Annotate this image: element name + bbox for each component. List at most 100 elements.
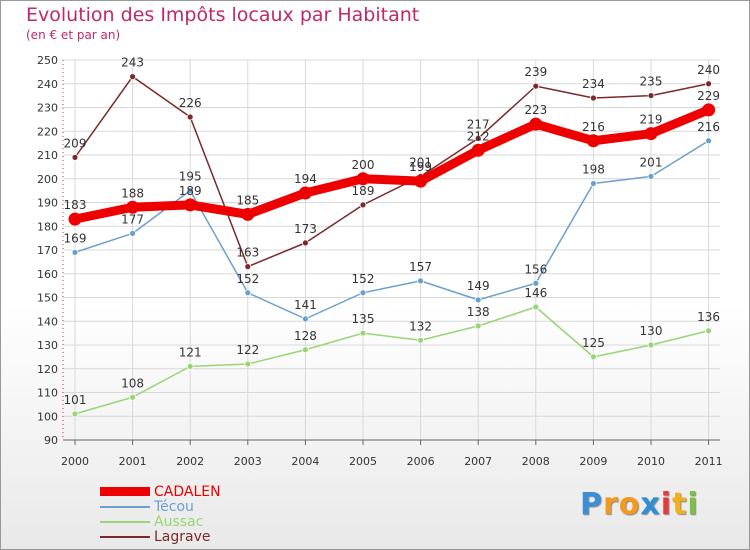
data-label-cadalen: 194 xyxy=(294,172,317,186)
data-point-lagrave xyxy=(705,80,712,88)
data-label-cadalen: 189 xyxy=(179,184,202,198)
data-point-lagrave xyxy=(647,92,655,100)
logo-letter: P xyxy=(580,487,603,522)
data-point-aussac xyxy=(301,346,309,354)
data-point-aussac xyxy=(359,329,367,337)
data-label-tecou: 216 xyxy=(697,120,720,134)
legend-label-tecou: Técou xyxy=(154,498,194,515)
x-tick-label: 2010 xyxy=(637,455,665,468)
data-label-tecou: 157 xyxy=(409,260,432,274)
legend-label-aussac: Aussac xyxy=(154,513,204,530)
data-point-lagrave xyxy=(474,134,482,142)
data-label-tecou: 201 xyxy=(640,155,663,169)
series-line-tecou xyxy=(74,140,710,320)
data-point-tecou xyxy=(474,296,482,304)
legend-swatch-tecou xyxy=(100,505,150,508)
y-tick-label: 100 xyxy=(37,410,58,423)
legend-swatch-cadalen xyxy=(100,487,150,496)
y-tick-label: 240 xyxy=(37,78,58,91)
y-tick-label: 230 xyxy=(37,102,58,115)
chart-legend: CADALEN Técou Aussac Lagrave xyxy=(100,483,221,545)
y-tick-label: 120 xyxy=(37,363,58,376)
data-point-aussac xyxy=(474,322,482,330)
data-point-cadalen xyxy=(644,127,658,141)
data-point-cadalen xyxy=(471,143,485,157)
data-label-aussac: 135 xyxy=(352,312,375,326)
data-point-lagrave xyxy=(590,94,597,102)
data-label-lagrave: 201 xyxy=(409,155,432,169)
chart-subtitle: (en € et par an) xyxy=(26,28,121,42)
y-tick-label: 140 xyxy=(37,315,58,328)
data-point-tecou xyxy=(647,172,655,180)
data-label-lagrave: 226 xyxy=(179,96,202,110)
y-tick-label: 150 xyxy=(37,292,58,305)
data-label-tecou: 198 xyxy=(582,163,605,177)
data-point-aussac xyxy=(647,341,655,349)
data-point-lagrave xyxy=(244,263,252,271)
data-point-tecou xyxy=(186,187,194,195)
data-point-cadalen xyxy=(414,174,428,188)
x-tick-label: 2009 xyxy=(579,455,607,468)
data-point-cadalen xyxy=(298,186,312,200)
data-point-tecou xyxy=(705,137,712,145)
y-tick-label: 180 xyxy=(37,220,58,233)
x-tick-label: 2003 xyxy=(234,455,262,468)
data-point-aussac xyxy=(705,327,712,335)
x-tick-label: 2004 xyxy=(291,455,319,468)
legend-swatch-lagrave xyxy=(100,535,150,538)
y-tick-label: 170 xyxy=(37,244,58,257)
data-label-cadalen: 212 xyxy=(467,129,490,143)
data-point-cadalen xyxy=(586,134,600,148)
data-label-aussac: 101 xyxy=(64,393,87,407)
data-point-tecou xyxy=(590,180,597,187)
data-label-aussac: 146 xyxy=(524,286,547,300)
data-point-aussac xyxy=(590,353,597,361)
series-line-aussac xyxy=(74,306,710,415)
data-point-lagrave xyxy=(129,73,137,81)
data-label-lagrave: 209 xyxy=(64,136,87,150)
data-label-cadalen: 200 xyxy=(352,158,375,172)
chart-title: Evolution des Impôts locaux par Habitant xyxy=(26,4,420,26)
data-label-tecou: 149 xyxy=(467,279,490,293)
data-label-lagrave: 243 xyxy=(121,56,144,70)
data-label-cadalen: 229 xyxy=(697,89,720,103)
data-label-lagrave: 173 xyxy=(294,222,317,236)
proxiti-logo: Proxiti xyxy=(580,487,699,522)
legend-item-aussac: Aussac xyxy=(100,513,221,530)
data-point-lagrave xyxy=(532,82,540,90)
data-label-lagrave: 189 xyxy=(352,184,375,198)
logo-letter: r xyxy=(603,487,619,522)
x-tick-label: 2007 xyxy=(464,455,492,468)
data-point-aussac xyxy=(129,393,137,401)
legend-label-cadalen: CADALEN xyxy=(154,483,221,500)
data-label-lagrave: 240 xyxy=(697,63,720,77)
data-point-lagrave xyxy=(71,153,79,161)
series-line-cadalen xyxy=(70,105,714,224)
y-tick-label: 90 xyxy=(44,434,58,447)
data-point-tecou xyxy=(244,289,252,297)
data-point-aussac xyxy=(186,362,194,370)
logo-letter: o xyxy=(618,487,641,522)
data-point-tecou xyxy=(301,315,309,323)
data-label-aussac: 122 xyxy=(236,343,259,357)
legend-item-lagrave: Lagrave xyxy=(100,529,221,545)
x-tick-label: 2006 xyxy=(407,455,435,468)
data-label-tecou: 152 xyxy=(352,272,375,286)
data-label-tecou: 152 xyxy=(236,272,259,286)
data-label-aussac: 128 xyxy=(294,329,317,343)
data-point-lagrave xyxy=(359,201,367,209)
data-label-aussac: 136 xyxy=(697,310,720,324)
data-label-aussac: 132 xyxy=(409,319,432,333)
data-point-cadalen xyxy=(68,212,82,226)
logo-letter: i xyxy=(660,487,673,522)
legend-item-cadalen: CADALEN xyxy=(100,483,221,500)
logo-letter: i xyxy=(687,487,699,522)
data-label-lagrave: 217 xyxy=(467,117,490,131)
data-point-aussac xyxy=(244,360,252,368)
data-label-cadalen: 216 xyxy=(582,120,605,134)
data-point-cadalen xyxy=(241,207,255,221)
data-point-lagrave xyxy=(186,113,194,121)
x-tick-label: 2001 xyxy=(119,455,147,468)
x-tick-label: 2008 xyxy=(522,455,550,468)
